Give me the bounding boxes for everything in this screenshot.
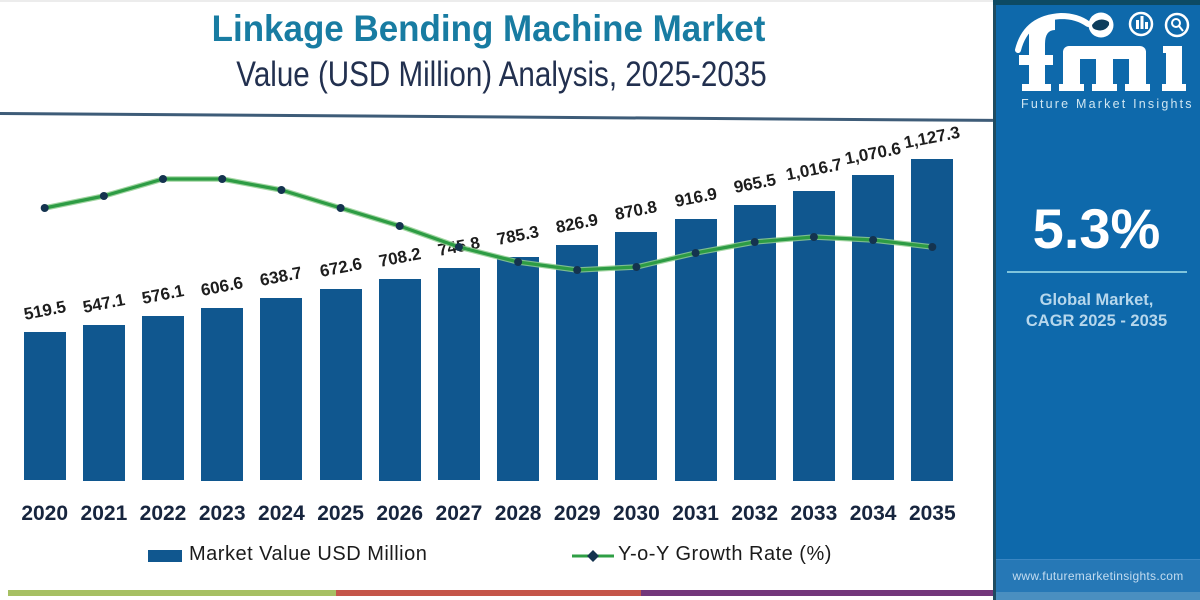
svg-text:Future Market Insights: Future Market Insights: [1021, 97, 1194, 111]
